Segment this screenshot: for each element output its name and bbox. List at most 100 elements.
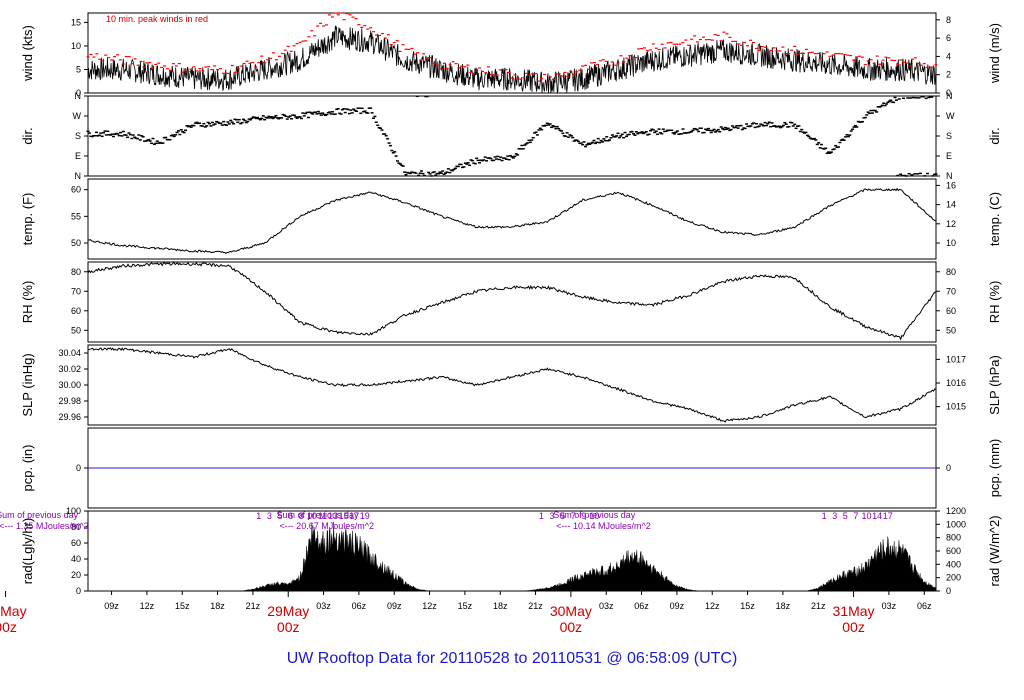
wind-tick-label: 15 xyxy=(71,17,81,27)
rad-series-area xyxy=(806,536,937,592)
rh-panel-frame xyxy=(87,261,937,343)
x-hour-tick-label: 21z xyxy=(528,601,543,611)
temp-tick-label: 55 xyxy=(71,211,81,221)
rad-tick-label-right: 400 xyxy=(946,559,961,569)
rh-tick-label: 60 xyxy=(71,306,81,316)
pcp-ylabel: pcp. (in) xyxy=(20,445,35,492)
temp-tick-label-right: 10 xyxy=(946,238,956,248)
rad-annotation-line1: Sum of previous day xyxy=(0,510,79,520)
pcp-ylabel-right: pcp. (mm) xyxy=(987,439,1002,498)
x-date-sublabel: 00z xyxy=(560,619,583,635)
x-hour-tick-label: 15z xyxy=(458,601,473,611)
rad-hour-label: 14 xyxy=(872,511,882,521)
wind-peak-annotation: 10 min. peak winds in red xyxy=(106,14,208,24)
temp-tick-label: 50 xyxy=(71,238,81,248)
x-date-label: 30May xyxy=(550,603,592,619)
temp-tick-label-right: 14 xyxy=(946,200,956,210)
dir-tick-label-right: W xyxy=(946,111,955,121)
rad-tick-label-right: 1200 xyxy=(946,506,966,516)
rad-hour-label: 9 xyxy=(581,511,586,521)
x-hour-tick-label: 12z xyxy=(422,601,437,611)
rad-tick-label-right: 1000 xyxy=(946,519,966,529)
x-hour-tick-label: 12z xyxy=(140,601,155,611)
x-date-sublabel: 00z xyxy=(0,619,17,635)
wind-panel-frame xyxy=(87,12,937,94)
rh-ylabel: RH (%) xyxy=(20,281,35,324)
slp-ylabel-right: SLP (hPa) xyxy=(987,355,1002,415)
rad-annotation-line2: <--- 1.35 MJoules/m^2 xyxy=(0,521,89,531)
rad-hour-label: 17 xyxy=(349,511,359,521)
x-hour-tick-label: 03z xyxy=(316,601,331,611)
x-hour-tick-label: 18z xyxy=(776,601,791,611)
rad-panel-frame xyxy=(87,510,937,592)
rad-tick-label-right: 600 xyxy=(946,546,961,556)
temp-ylabel: temp. (F) xyxy=(20,193,35,246)
x-hour-tick-label: 09z xyxy=(104,601,119,611)
rh-tick-label-right: 80 xyxy=(946,267,956,277)
x-hour-tick-label: 09z xyxy=(670,601,685,611)
rad-series-area xyxy=(523,549,795,592)
x-hour-tick-label: 06z xyxy=(352,601,367,611)
x-date-label: 29May xyxy=(267,603,309,619)
rad-hour-label: 5 xyxy=(560,511,565,521)
slp-tick-label: 29.96 xyxy=(58,412,81,422)
rh-tick-label: 80 xyxy=(71,267,81,277)
rad-hour-label: 5 xyxy=(277,511,282,521)
temp-tick-label-right: 16 xyxy=(946,180,956,190)
rh-ylabel-right: RH (%) xyxy=(987,281,1002,324)
slp-tick-label: 29.98 xyxy=(58,396,81,406)
rad-annotation-line2: <--- 20.67 MJoules/m^2 xyxy=(279,521,374,531)
rad-hour-label: 10 xyxy=(862,511,872,521)
rad-hour-label: 15 xyxy=(339,511,349,521)
x-hour-tick-label: 18z xyxy=(210,601,225,611)
pcp-tick-label: 0 xyxy=(76,463,81,473)
rad-hour-label: 8 xyxy=(299,511,304,521)
rad-hour-label: 3 xyxy=(832,511,837,521)
slp-ylabel: SLP (inHg) xyxy=(20,353,35,416)
wind-series-line xyxy=(87,25,937,94)
rad-tick-label: 100 xyxy=(66,506,81,516)
rh-series-line xyxy=(87,261,937,341)
rad-annotation-line1: Sum of previous day xyxy=(276,510,359,520)
slp-tick-label-right: 1016 xyxy=(946,378,966,388)
rh-tick-label-right: 70 xyxy=(946,286,956,296)
rad-hour-label: 10 xyxy=(307,511,317,521)
rad-hour-label: 6 xyxy=(288,511,293,521)
rad-tick-label-right: 200 xyxy=(946,573,961,583)
dir-ylabel-right: dir. xyxy=(987,127,1002,144)
x-hour-tick-label: 03z xyxy=(599,601,614,611)
rad-annotation-line1: Sum of previous day xyxy=(553,510,636,520)
slp-panel-frame xyxy=(87,344,937,426)
temp-ylabel-right: temp. (C) xyxy=(987,192,1002,246)
slp-series-line xyxy=(87,347,937,423)
dir-tick-label: N xyxy=(75,171,82,181)
dir-tick-label: N xyxy=(75,91,82,101)
temp-tick-label-right: 12 xyxy=(946,219,956,229)
temp-tick-label: 60 xyxy=(71,185,81,195)
rad-hour-label: 19 xyxy=(360,511,370,521)
dir-tick-label: S xyxy=(75,131,81,141)
slp-tick-label-right: 1017 xyxy=(946,354,966,364)
temp-series-line xyxy=(87,187,937,255)
x-hour-tick-label: 15z xyxy=(175,601,190,611)
rad-hour-label: 1 xyxy=(256,511,261,521)
rad-tick-label-right: 800 xyxy=(946,533,961,543)
slp-tick-label: 30.00 xyxy=(58,380,81,390)
rad-hour-label: 3 xyxy=(267,511,272,521)
x-hour-tick-label: 06z xyxy=(634,601,649,611)
wind-tick-label-right: 4 xyxy=(946,51,951,61)
wind-tick-label-right: 2 xyxy=(946,70,951,80)
x-hour-tick-label: 09z xyxy=(387,601,402,611)
wind-tick-label: 0 xyxy=(76,88,81,98)
dir-ylabel: dir. xyxy=(20,127,35,144)
wind-tick-label: 5 xyxy=(76,64,81,74)
x-hour-tick-label: 06z xyxy=(917,601,932,611)
slp-tick-label: 30.04 xyxy=(58,348,81,358)
wind-ylabel: wind (kts) xyxy=(20,25,35,82)
x-date-label: 31May xyxy=(833,603,875,619)
dir-tick-label: W xyxy=(73,111,82,121)
wind-ylabel-right: wind (m/s) xyxy=(987,23,1002,84)
rad-hour-label: 7 xyxy=(853,511,858,521)
rh-tick-label-right: 50 xyxy=(946,325,956,335)
